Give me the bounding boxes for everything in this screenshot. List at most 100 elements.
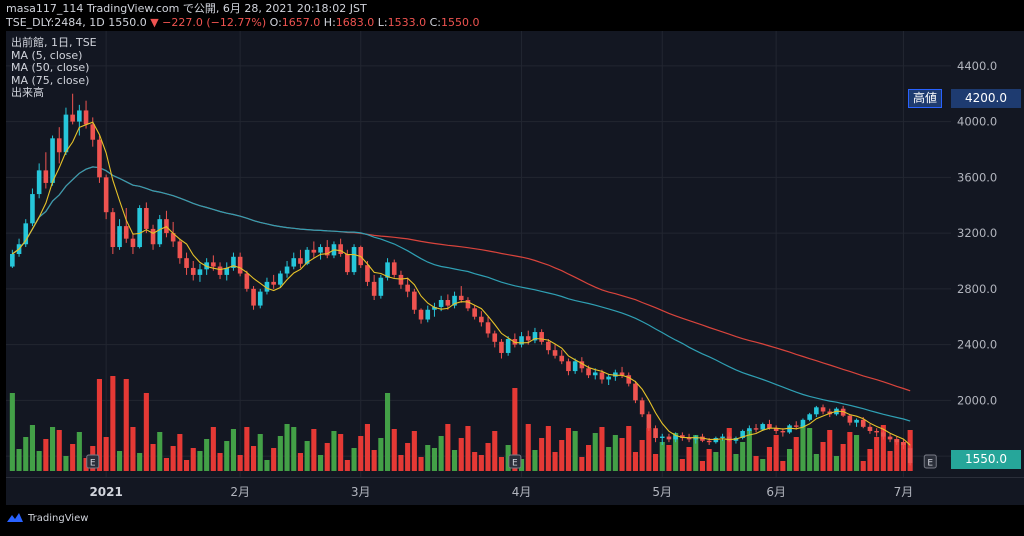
volume-bar bbox=[9, 393, 15, 471]
legend-ma75[interactable]: MA (75, close) bbox=[11, 73, 90, 87]
candle-body bbox=[546, 341, 551, 351]
candle-body bbox=[278, 273, 283, 285]
candle-body bbox=[412, 291, 417, 310]
candle-body bbox=[485, 322, 491, 334]
legend-volume[interactable]: 出来高 bbox=[11, 86, 44, 100]
volume-bar bbox=[224, 441, 230, 471]
volume-bar bbox=[177, 434, 183, 471]
volume-bar bbox=[36, 451, 42, 471]
volume-bar bbox=[425, 445, 431, 471]
candle-body bbox=[854, 419, 859, 423]
ma75-line bbox=[11, 166, 911, 392]
time-axis[interactable]: 2021 2月 3月 4月 5月 6月 7月 bbox=[6, 477, 1024, 505]
volume-bar bbox=[338, 434, 344, 471]
volume-bar bbox=[23, 437, 29, 471]
candle-body bbox=[619, 372, 625, 376]
volume-bar bbox=[592, 433, 598, 471]
candle-body bbox=[572, 361, 578, 372]
volume-bar bbox=[110, 376, 116, 471]
chart-pane[interactable]: 出前館, 1日, TSE MA (5, close) MA (50, close… bbox=[6, 31, 951, 477]
symbol-info: TSE_DLY:2484, 1D 1550.0 bbox=[6, 16, 147, 29]
candle-body bbox=[378, 277, 384, 296]
candle-body bbox=[244, 273, 250, 289]
volume-bar bbox=[699, 461, 705, 471]
candle-body bbox=[505, 339, 511, 353]
volume-bar bbox=[378, 438, 384, 471]
volume-bar bbox=[780, 461, 786, 471]
candle-body bbox=[458, 295, 464, 300]
candle-body bbox=[606, 376, 611, 380]
volume-bar bbox=[740, 442, 746, 471]
candles bbox=[10, 93, 913, 466]
candle-body bbox=[197, 269, 203, 275]
volume-bar bbox=[163, 458, 169, 471]
earnings-event-icon[interactable]: E bbox=[508, 454, 522, 469]
volume-bar bbox=[787, 449, 793, 471]
low-value: 1533.0 bbox=[387, 16, 427, 29]
footer-brand[interactable]: TradingView bbox=[6, 512, 88, 524]
volume-bar bbox=[311, 429, 317, 471]
candle-body bbox=[894, 439, 900, 443]
volume-bar bbox=[204, 439, 210, 471]
candle-body bbox=[901, 442, 906, 445]
volume-bar bbox=[405, 443, 411, 471]
volume-bar bbox=[706, 449, 712, 471]
candle-body bbox=[103, 177, 109, 213]
volume-bar bbox=[800, 425, 806, 471]
time-tick-label: 3月 bbox=[351, 485, 371, 499]
volume-bar bbox=[572, 431, 578, 471]
volume-bar bbox=[150, 444, 156, 471]
candle-body bbox=[144, 208, 149, 229]
volume-bar bbox=[900, 442, 906, 471]
candle-body bbox=[599, 372, 605, 380]
candle-body bbox=[90, 124, 96, 140]
volume-bar bbox=[217, 453, 223, 471]
volume-bar bbox=[50, 427, 56, 471]
earnings-event-icon[interactable]: E bbox=[923, 454, 937, 469]
volume-bar bbox=[525, 424, 531, 471]
volume-bar bbox=[579, 457, 585, 471]
publish-info: masa117_114 TradingView.com で公開, 6月 28, … bbox=[6, 2, 367, 15]
time-tick-label: 5月 bbox=[652, 485, 672, 499]
time-tick-label: 2月 bbox=[230, 485, 250, 499]
volume-bar bbox=[485, 443, 491, 471]
volume-bar bbox=[599, 427, 605, 471]
volume-bar bbox=[498, 457, 504, 471]
volume-bar bbox=[257, 434, 263, 471]
event-label: E bbox=[927, 459, 933, 469]
candle-body bbox=[787, 425, 792, 433]
candle-body bbox=[773, 428, 779, 432]
candle-body bbox=[157, 219, 163, 245]
candle-body bbox=[123, 226, 129, 239]
volume-bar bbox=[398, 455, 404, 471]
volume-bar bbox=[277, 436, 283, 471]
earnings-event-icon[interactable]: E bbox=[86, 454, 100, 469]
candle-body bbox=[338, 244, 343, 254]
event-box bbox=[508, 454, 522, 469]
volume-bar bbox=[29, 425, 35, 471]
legend-ma5[interactable]: MA (5, close) bbox=[11, 48, 83, 62]
candle-body bbox=[231, 256, 236, 268]
candle-body bbox=[887, 436, 893, 440]
candle-body bbox=[77, 110, 82, 122]
volume-bars bbox=[9, 376, 913, 471]
volume-bar bbox=[492, 431, 498, 471]
candle-body bbox=[860, 419, 866, 427]
volume-bar bbox=[840, 444, 846, 471]
volume-bar bbox=[612, 435, 618, 471]
legend-ma50[interactable]: MA (50, close) bbox=[11, 61, 90, 75]
volume-bar bbox=[807, 428, 813, 471]
candle-body bbox=[472, 308, 477, 317]
candle-body bbox=[840, 408, 846, 416]
volume-bar bbox=[478, 455, 484, 471]
candle-body bbox=[820, 407, 826, 412]
candle-body bbox=[184, 258, 189, 268]
candle-body bbox=[224, 267, 230, 275]
candle-body bbox=[639, 400, 645, 415]
low-label: L: bbox=[377, 16, 388, 29]
volume-bar bbox=[726, 428, 732, 471]
volume-bar bbox=[438, 436, 444, 471]
volume-bar bbox=[385, 393, 391, 471]
legend-symbol[interactable]: 出前館, 1日, TSE bbox=[11, 36, 97, 49]
